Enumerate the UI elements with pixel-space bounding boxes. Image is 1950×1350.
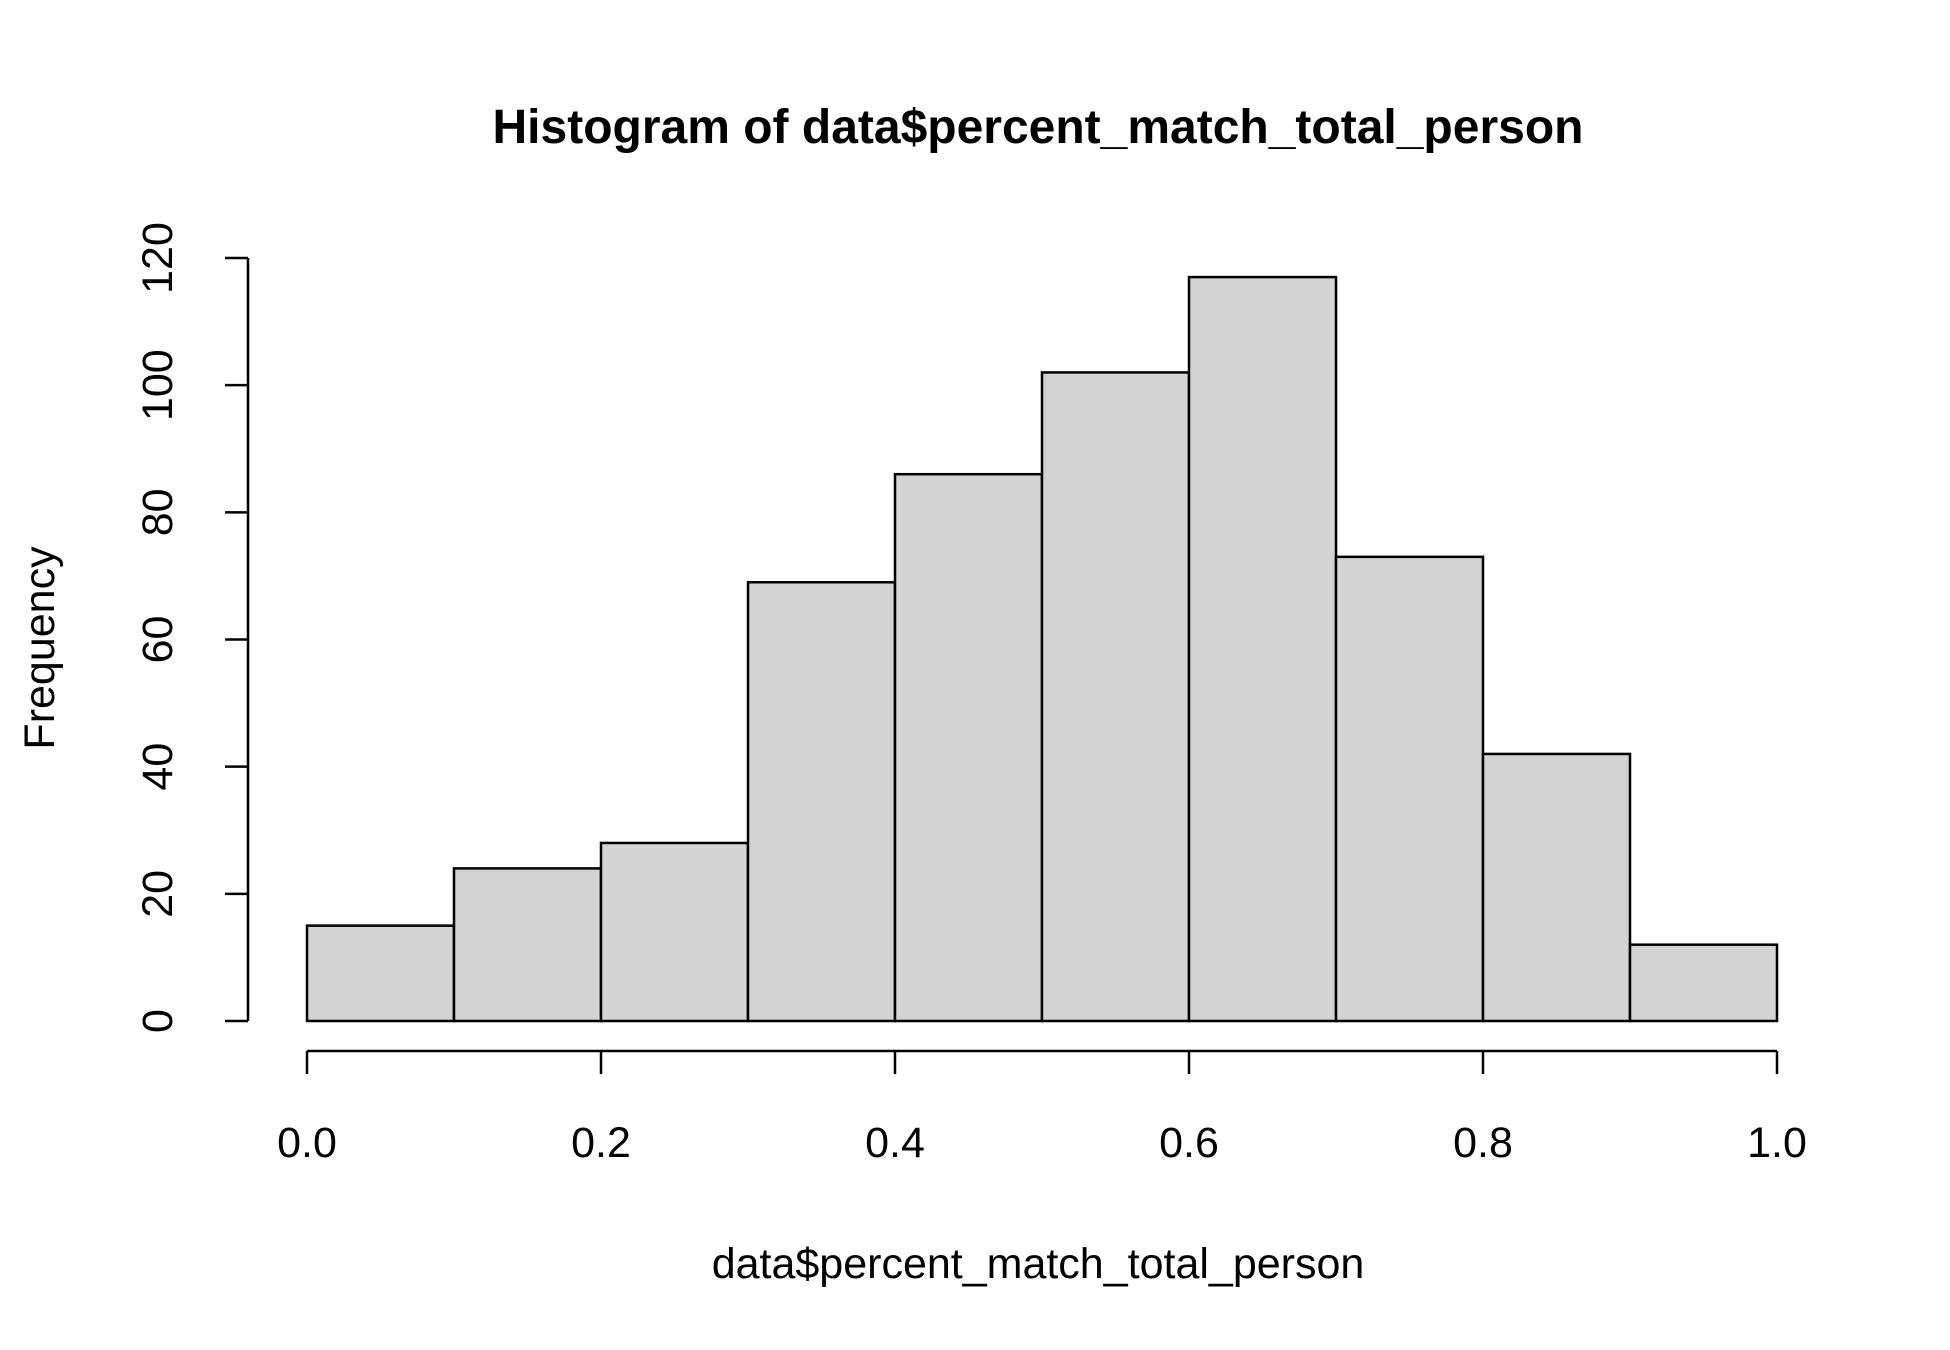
- x-tick-label: 0.4: [865, 1119, 925, 1167]
- x-axis: 0.0 0.2 0.4 0.6 0.8 1.0: [277, 1049, 1807, 1167]
- y-axis-label: Frequency: [16, 546, 64, 750]
- y-tick-label: 80: [134, 488, 182, 536]
- histogram-bar-8: [1481, 752, 1632, 1023]
- histogram-bar-1: [452, 867, 603, 1023]
- y-tick-label: 20: [134, 870, 182, 918]
- histogram-bar-9: [1628, 943, 1779, 1023]
- histogram-bar-5: [1040, 371, 1191, 1023]
- y-tick-label: 100: [134, 349, 182, 421]
- x-tick-label: 0.6: [1159, 1119, 1219, 1167]
- histogram-bar-6: [1187, 275, 1338, 1023]
- x-tick-label: 0.0: [277, 1119, 337, 1167]
- histogram-bar-4: [893, 472, 1044, 1023]
- y-tick-label: 120: [134, 222, 182, 294]
- chart-title: Histogram of data$percent_match_total_pe…: [493, 101, 1584, 154]
- bars-group: [305, 275, 1779, 1023]
- x-tick-label: 0.2: [571, 1119, 631, 1167]
- histogram-bar-7: [1334, 555, 1485, 1023]
- histogram-bar-0: [305, 924, 456, 1023]
- x-axis-label: data$percent_match_total_person: [712, 1240, 1365, 1288]
- histogram-bar-3: [746, 581, 897, 1023]
- y-tick-label: 0: [134, 1009, 182, 1033]
- x-tick-label: 1.0: [1747, 1119, 1807, 1167]
- histogram-bar-2: [599, 841, 750, 1023]
- y-tick-label: 60: [134, 616, 182, 664]
- y-tick-label: 40: [134, 743, 182, 791]
- y-axis: 0 20 40 60 80 100 120: [134, 222, 250, 1033]
- x-tick-label: 0.8: [1453, 1119, 1513, 1167]
